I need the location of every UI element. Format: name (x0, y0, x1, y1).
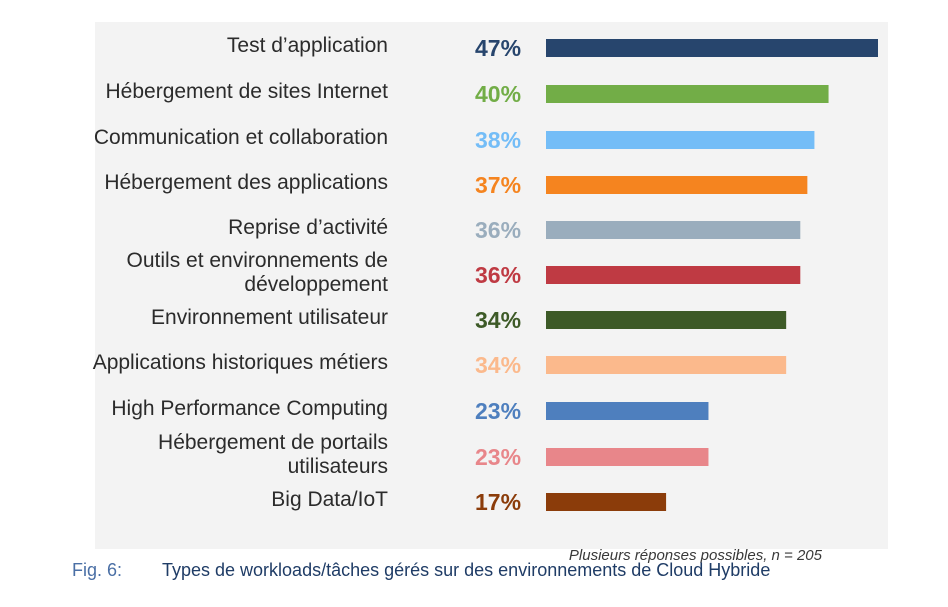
value-label: 17% (475, 489, 522, 515)
bar (546, 448, 709, 466)
value-label: 38% (475, 127, 522, 153)
bar (546, 311, 787, 329)
value-label: 34% (475, 307, 522, 333)
chart-panel: Test d’application Hébergement de sites I… (93, 22, 888, 564)
bar (546, 493, 667, 511)
value-label: 23% (475, 444, 522, 470)
category-label: Test d’application (226, 34, 388, 57)
figure-title: Types de workloads/tâches gérés sur des … (162, 560, 771, 580)
category-label: Reprise d’activité (228, 216, 388, 239)
value-label: 34% (475, 352, 522, 378)
category-label: Outils et environnements de développemen… (126, 249, 388, 296)
bar (546, 266, 801, 284)
bar (546, 176, 808, 194)
value-label: 47% (475, 35, 522, 61)
value-label: 23% (475, 398, 522, 424)
category-label: Hébergement de sites Internet (105, 80, 389, 103)
bar-chart (546, 39, 878, 511)
bar (546, 356, 787, 374)
category-label: Hébergement des applications (104, 171, 388, 194)
bar (546, 221, 801, 239)
value-label: 40% (475, 81, 522, 107)
chart-note: Plusieurs réponses possibles, n = 205 (568, 547, 822, 564)
bar (546, 131, 815, 149)
bar (546, 39, 878, 57)
category-label: Hébergement de portails utilisateurs (158, 431, 388, 478)
category-label: Communication et collaboration (93, 126, 388, 149)
value-label: 36% (475, 262, 522, 288)
category-label: High Performance Computing (111, 397, 388, 420)
category-label: Big Data/IoT (271, 488, 388, 511)
bar (546, 402, 709, 420)
category-label: Environnement utilisateur (151, 306, 388, 329)
bar (546, 85, 829, 103)
value-label: 37% (475, 172, 522, 198)
figure-number: Fig. 6: (72, 560, 123, 580)
value-label: 36% (475, 217, 522, 243)
category-label: Applications historiques métiers (92, 351, 388, 374)
